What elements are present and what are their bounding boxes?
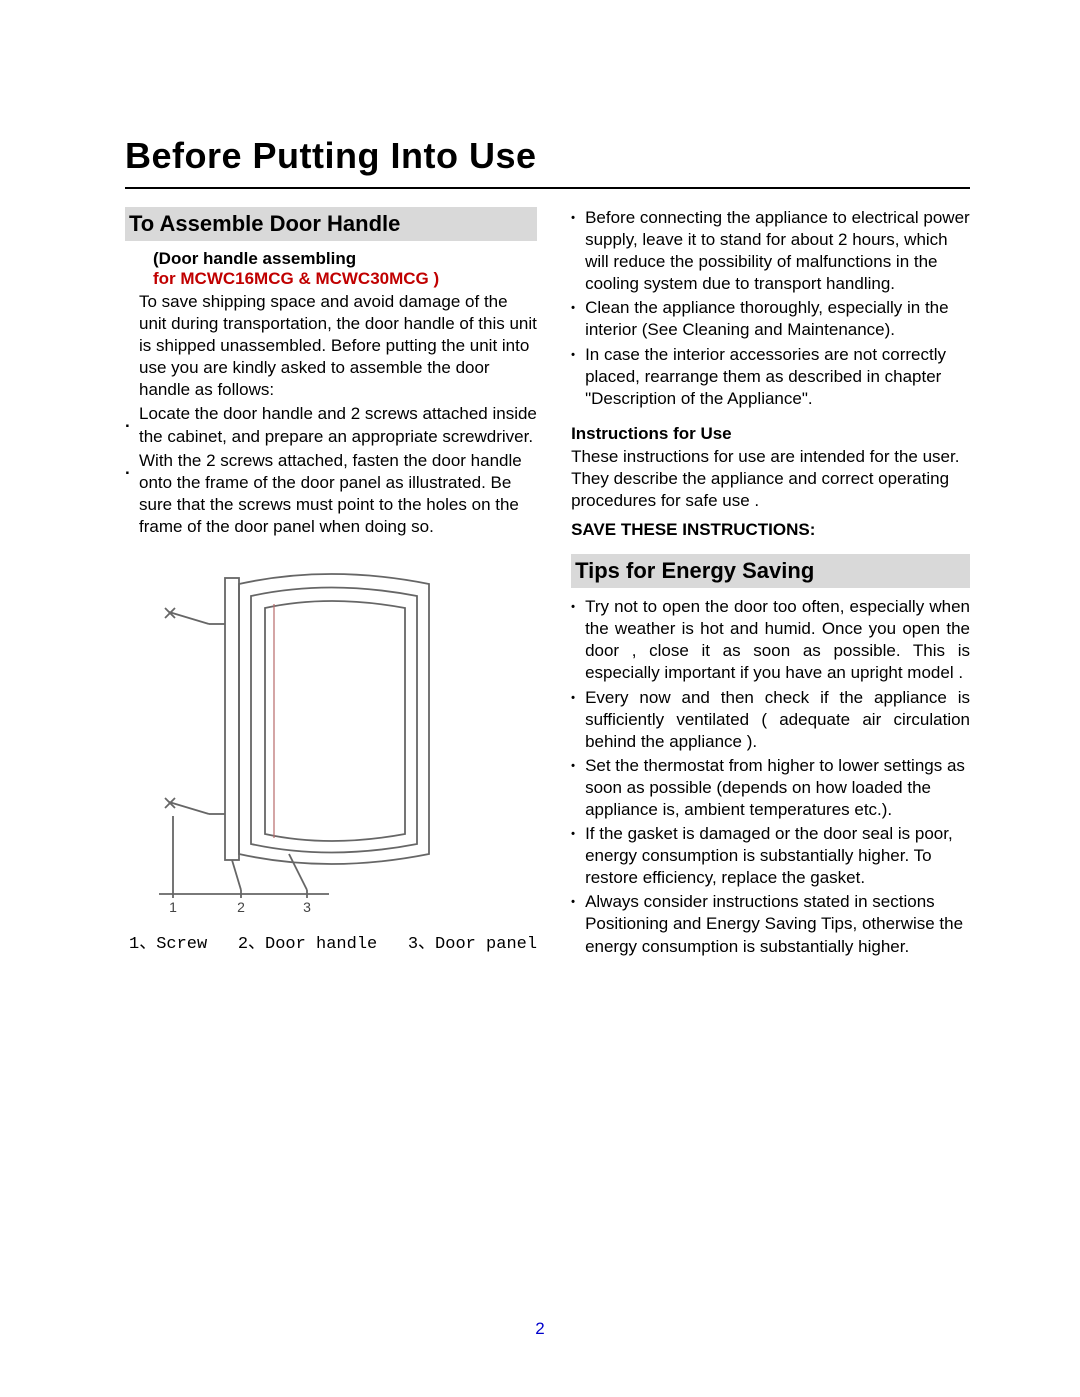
bullet-dot-icon: • [571,207,585,224]
page-title: Before Putting Into Use [125,135,970,177]
tips-bullet-3: • Set the thermostat from higher to lowe… [571,755,970,821]
intro-paragraph: To save shipping space and avoid damage … [139,291,537,401]
bullet-dot-icon: . [125,450,139,477]
tips-bullet-5: • Always consider instructions stated in… [571,891,970,957]
bullet-dot-icon: • [571,344,585,361]
right-pre-bullet-3-text: In case the interior accessories are not… [585,344,970,410]
tips-bullet-1: • Try not to open the door too often, es… [571,596,970,684]
instructions-body: These instructions for use are intended … [571,446,970,512]
bullet-dot-icon: • [571,687,585,704]
page: Before Putting Into Use To Assemble Door… [0,0,1080,1397]
tips-bullet-2: • Every now and then check if the applia… [571,687,970,753]
right-pre-bullet-1: • Before connecting the appliance to ele… [571,207,970,295]
diagram-label-1: 1 [169,899,177,914]
left-bullet-2-text: With the 2 screws attached, fasten the d… [139,450,537,538]
title-rule [125,187,970,189]
left-bullet-1: . Locate the door handle and 2 screws at… [125,403,537,447]
right-pre-bullet-2: • Clean the appliance thoroughly, especi… [571,297,970,341]
bullet-dot-icon: . [125,403,139,430]
tips-bullet-5-text: Always consider instructions stated in s… [585,891,970,957]
bullet-dot-icon: • [571,297,585,314]
sub-heading-line1: (Door handle assembling [153,249,537,269]
right-pre-bullet-3: • In case the interior accessories are n… [571,344,970,410]
tips-bullet-3-text: Set the thermostat from higher to lower … [585,755,970,821]
bullet-dot-icon: • [571,596,585,613]
two-column-layout: To Assemble Door Handle (Door handle ass… [125,207,970,960]
sub-heading-line2: for MCWC16MCG & MCWC30MCG ) [153,269,537,289]
save-instructions: SAVE THESE INSTRUCTIONS: [571,520,970,540]
door-handle-diagram: 1 2 3 1、Screw 2、Door handle 3、Door panel [129,554,537,954]
diagram-caption: 1、Screw 2、Door handle 3、Door panel [129,928,537,954]
section-title-assemble: To Assemble Door Handle [125,207,537,241]
diagram-label-3: 3 [303,899,311,914]
tips-bullet-2-text: Every now and then check if the applianc… [585,687,970,753]
tips-bullet-1-text: Try not to open the door too often, espe… [585,596,970,684]
tips-bullet-4: • If the gasket is damaged or the door s… [571,823,970,889]
tips-bullet-4-text: If the gasket is damaged or the door sea… [585,823,970,889]
left-bullet-1-text: Locate the door handle and 2 screws atta… [139,403,537,447]
left-bullet-2: . With the 2 screws attached, fasten the… [125,450,537,538]
right-pre-bullet-2-text: Clean the appliance thoroughly, especial… [585,297,970,341]
section-title-tips: Tips for Energy Saving [571,554,970,588]
left-column: To Assemble Door Handle (Door handle ass… [125,207,537,960]
diagram-svg: 1 2 3 [129,554,469,914]
instructions-title: Instructions for Use [571,424,970,444]
bullet-dot-icon: • [571,823,585,840]
bullet-dot-icon: • [571,891,585,908]
page-number: 2 [0,1319,1080,1339]
right-pre-bullet-1-text: Before connecting the appliance to elect… [585,207,970,295]
bullet-dot-icon: • [571,755,585,772]
diagram-label-2: 2 [237,899,245,914]
right-column: • Before connecting the appliance to ele… [571,207,970,960]
